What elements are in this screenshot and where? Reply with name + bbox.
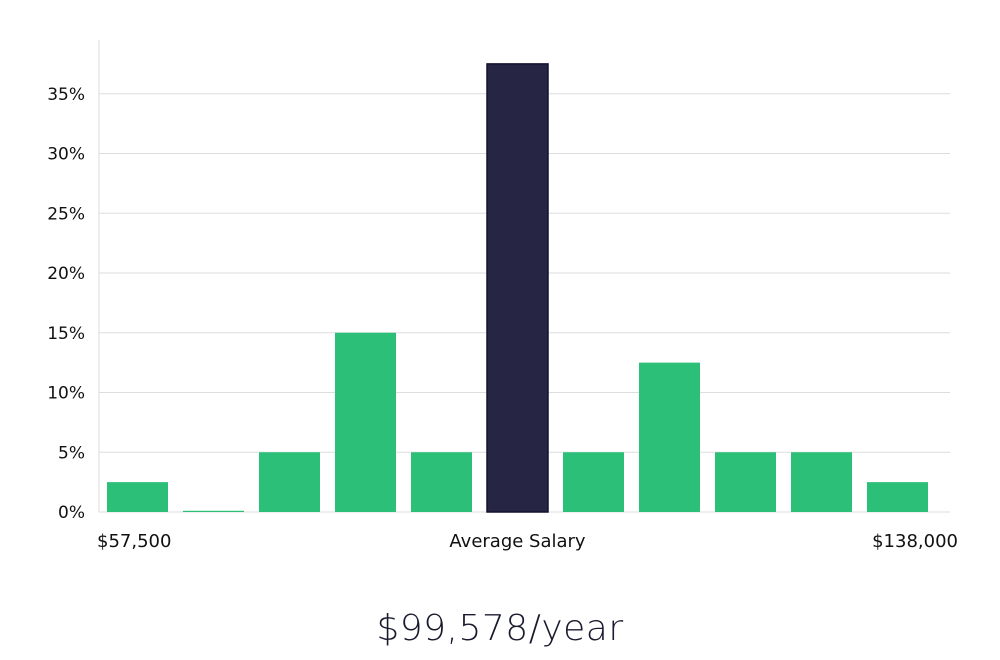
bar (107, 482, 168, 512)
bar (183, 510, 244, 512)
y-tick-labels: 0% 5% 10% 15% 20% 25% 30% 35% (47, 85, 85, 523)
bar (715, 452, 776, 512)
bar (563, 452, 624, 512)
y-tick-label: 35% (47, 85, 85, 105)
y-tick-label: 20% (47, 264, 85, 284)
x-min-label: $57,500 (97, 531, 171, 552)
bar-average-salary (486, 63, 549, 513)
y-tick-label: 25% (47, 204, 85, 224)
y-tick-label: 15% (47, 324, 85, 344)
y-tick-label: 10% (47, 384, 85, 404)
average-salary-value: $99,578/year (376, 608, 624, 649)
x-center-label: Average Salary (449, 531, 586, 552)
bar (867, 482, 928, 512)
y-tick-label: 0% (58, 503, 85, 523)
bars (107, 63, 928, 513)
bar (335, 332, 396, 512)
y-tick-label: 5% (58, 443, 85, 463)
x-max-label: $138,000 (872, 531, 958, 552)
bar (639, 362, 700, 512)
salary-histogram-chart: 0% 5% 10% 15% 20% 25% 30% 35% $57,500 Average S… (47, 40, 958, 552)
bar (791, 452, 852, 512)
bar (259, 452, 320, 512)
y-tick-label: 30% (47, 145, 85, 165)
bar (411, 452, 472, 512)
